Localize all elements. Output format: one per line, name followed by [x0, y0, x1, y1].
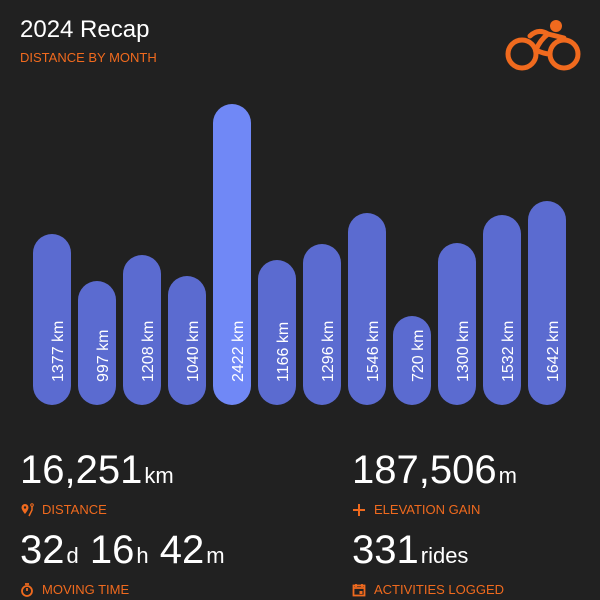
stat-value: 32d 16h 42m [20, 530, 225, 576]
bar-month-11: 1532 km [483, 214, 521, 405]
bar-label: 1208 km [140, 320, 157, 382]
bar-month-3: 1208 km [123, 254, 161, 405]
bar-month-2: 997 km [78, 281, 116, 405]
stat-unit: m [206, 543, 225, 568]
bar-label: 1642 km [545, 320, 562, 382]
route-pin-icon [21, 502, 34, 516]
plus-icon [353, 503, 365, 516]
bar-label: 1377 km [50, 320, 67, 382]
bar-month-5: 2422 km [213, 104, 251, 405]
cyclist-logo-icon [505, 20, 581, 71]
stat-elevation: 187,506m ELEVATION GAIN [352, 450, 517, 517]
bar-label: 997 km [95, 329, 112, 382]
stat-number: 16 [89, 528, 135, 572]
stat-label: ACTIVITIES LOGGED [374, 582, 505, 597]
stat-distance: 16,251km DISTANCE [20, 450, 174, 517]
bar-label: 1166 km [275, 321, 292, 382]
stat-label: ELEVATION GAIN [374, 502, 481, 517]
bar-month-10: 1300 km [438, 243, 476, 405]
bar-label: 720 km [410, 329, 427, 382]
bar-label: 1040 km [185, 320, 202, 382]
bar-month-9: 720 km [393, 315, 431, 405]
bar-month-1: 1377 km [33, 233, 71, 405]
bar-month-12: 1642 km [528, 200, 566, 405]
stat-number: 331 [352, 528, 419, 572]
stat-number: 42 [159, 528, 205, 572]
stat-value: 187,506m [352, 450, 517, 496]
bar-label: 2422 km [230, 320, 247, 382]
stat-unit: m [498, 463, 517, 488]
stat-label: DISTANCE [42, 502, 107, 517]
stat-unit: km [144, 463, 174, 488]
page-subtitle: DISTANCE BY MONTH [20, 50, 157, 65]
bar-label: 1300 km [455, 320, 472, 382]
stat-value: 331rides [352, 530, 504, 576]
page-title: 2024 Recap [20, 16, 150, 43]
stat-unit: rides [420, 543, 469, 568]
bar-month-6: 1166 km [258, 260, 296, 405]
bar-label: 1546 km [365, 320, 382, 382]
stat-activities: 331rides ACTIVITIES LOGGED [352, 530, 504, 597]
monthly-distance-chart: 1377 km 997 km 1208 km 1040 km 2422 km 1166 k… [33, 104, 566, 405]
stopwatch-icon [21, 582, 33, 597]
stat-number: 187,506 [352, 448, 497, 492]
bar-label: 1296 km [320, 320, 337, 382]
stat-unit: d [66, 543, 79, 568]
bar-month-4: 1040 km [168, 275, 206, 405]
stat-number: 32 [20, 528, 65, 572]
bar-month-8: 1546 km [348, 212, 386, 405]
calendar-icon [352, 583, 366, 596]
stat-value: 16,251km [20, 450, 174, 496]
bar-month-7: 1296 km [303, 243, 341, 405]
stat-unit: h [136, 543, 149, 568]
stat-number: 16,251 [20, 448, 143, 492]
stat-label: MOVING TIME [42, 582, 130, 597]
bar-label: 1532 km [500, 320, 517, 382]
stat-moving-time: 32d 16h 42m MOVING TIME [20, 530, 225, 597]
